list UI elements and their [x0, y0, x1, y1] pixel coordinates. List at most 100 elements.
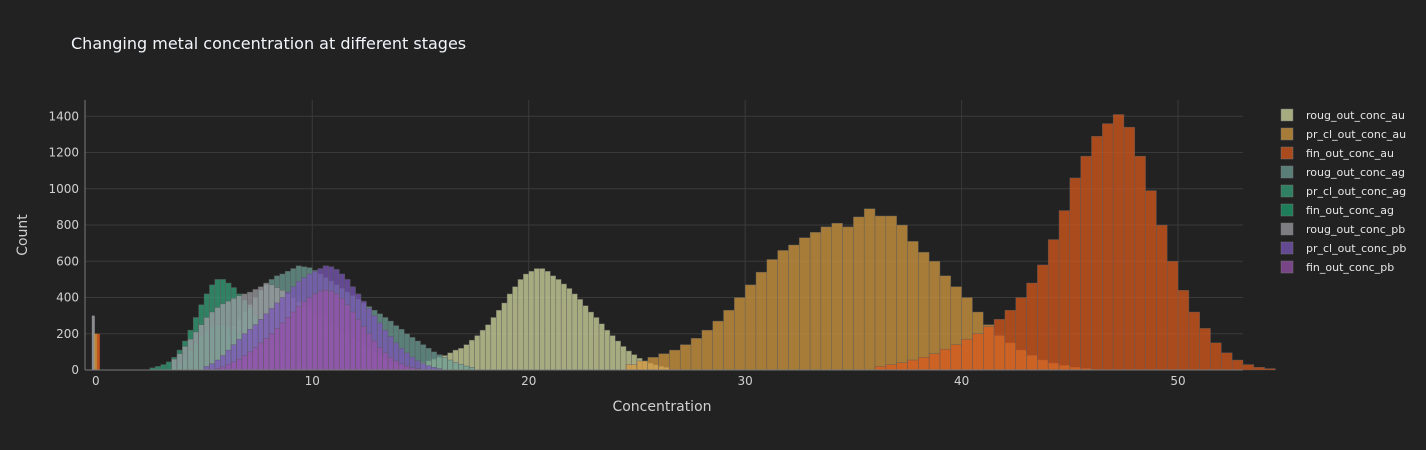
- bar[interactable]: [961, 338, 973, 371]
- bar[interactable]: [907, 241, 919, 371]
- bar[interactable]: [766, 259, 778, 371]
- bar[interactable]: [523, 273, 529, 371]
- bar[interactable]: [274, 328, 281, 371]
- bar[interactable]: [1047, 239, 1060, 371]
- legend-item[interactable]: roug_out_conc_au: [1280, 108, 1405, 122]
- bar[interactable]: [604, 329, 611, 371]
- legend-item[interactable]: fin_out_conc_ag: [1280, 203, 1394, 217]
- bar[interactable]: [496, 309, 502, 371]
- legend-item[interactable]: roug_out_conc_ag: [1280, 165, 1405, 179]
- bar[interactable]: [344, 304, 351, 371]
- legend-swatch[interactable]: [1280, 260, 1294, 274]
- bar[interactable]: [755, 271, 768, 371]
- bar[interactable]: [885, 215, 897, 371]
- bar[interactable]: [577, 299, 584, 371]
- bar[interactable]: [176, 353, 183, 371]
- bar[interactable]: [420, 363, 427, 371]
- bar[interactable]: [94, 333, 98, 370]
- bar[interactable]: [284, 317, 291, 371]
- bar[interactable]: [203, 366, 210, 371]
- bar[interactable]: [436, 354, 443, 371]
- bar[interactable]: [1242, 364, 1255, 371]
- bar[interactable]: [647, 357, 659, 371]
- bar[interactable]: [230, 361, 237, 371]
- bar[interactable]: [366, 333, 373, 371]
- bar[interactable]: [247, 351, 253, 371]
- bar[interactable]: [360, 326, 367, 371]
- bar[interactable]: [225, 364, 232, 371]
- bar[interactable]: [339, 298, 345, 371]
- bar[interactable]: [328, 290, 335, 371]
- legend-label[interactable]: fin_out_conc_pb: [1306, 261, 1394, 274]
- bar[interactable]: [734, 297, 746, 371]
- bar[interactable]: [1080, 155, 1092, 371]
- bar[interactable]: [972, 333, 984, 371]
- bar[interactable]: [1253, 367, 1265, 371]
- bar[interactable]: [788, 244, 800, 371]
- legend-label[interactable]: pr_cl_out_conc_pb: [1306, 242, 1406, 255]
- bar[interactable]: [701, 329, 713, 371]
- bar[interactable]: [885, 364, 897, 371]
- bar[interactable]: [669, 349, 681, 371]
- legend-swatch[interactable]: [1280, 108, 1294, 122]
- bar[interactable]: [371, 340, 378, 371]
- bar[interactable]: [1231, 359, 1244, 371]
- bar[interactable]: [312, 293, 318, 371]
- bar[interactable]: [571, 293, 578, 371]
- bar[interactable]: [566, 288, 573, 371]
- bar[interactable]: [252, 347, 259, 371]
- bar[interactable]: [160, 364, 167, 371]
- bar[interactable]: [598, 323, 605, 371]
- bar[interactable]: [853, 216, 865, 371]
- bar[interactable]: [1199, 328, 1211, 371]
- bar[interactable]: [333, 293, 340, 371]
- bar[interactable]: [918, 357, 930, 371]
- bar[interactable]: [279, 322, 286, 371]
- bar[interactable]: [528, 270, 535, 371]
- bar[interactable]: [1058, 210, 1071, 371]
- bar[interactable]: [96, 333, 100, 370]
- bar[interactable]: [993, 319, 1006, 371]
- legend-label[interactable]: roug_out_conc_au: [1306, 109, 1405, 122]
- bar[interactable]: [896, 362, 908, 371]
- bar[interactable]: [306, 297, 313, 371]
- bar[interactable]: [501, 302, 508, 371]
- bar[interactable]: [1004, 309, 1016, 371]
- bar[interactable]: [393, 360, 400, 371]
- bar[interactable]: [404, 365, 410, 371]
- legend-swatch[interactable]: [1280, 184, 1294, 198]
- bar[interactable]: [382, 352, 389, 371]
- bar[interactable]: [155, 366, 162, 371]
- bar[interactable]: [544, 270, 551, 371]
- legend-label[interactable]: fin_out_conc_ag: [1306, 204, 1394, 217]
- bar[interactable]: [609, 335, 616, 371]
- bar[interactable]: [182, 346, 189, 371]
- bar[interactable]: [863, 208, 876, 371]
- bar[interactable]: [387, 357, 394, 371]
- bar[interactable]: [468, 339, 475, 371]
- legend-swatch[interactable]: [1280, 146, 1294, 160]
- bar[interactable]: [918, 251, 930, 371]
- bar[interactable]: [463, 365, 470, 371]
- legend-label[interactable]: pr_cl_out_conc_ag: [1306, 185, 1406, 198]
- bar[interactable]: [1221, 352, 1233, 371]
- bar[interactable]: [690, 338, 703, 371]
- bar[interactable]: [809, 232, 822, 371]
- bar[interactable]: [447, 359, 454, 371]
- bar[interactable]: [539, 268, 546, 371]
- bar[interactable]: [171, 358, 178, 371]
- bar[interactable]: [874, 215, 887, 371]
- legend-label[interactable]: roug_out_conc_pb: [1306, 223, 1405, 236]
- bar[interactable]: [1177, 290, 1190, 371]
- legend-swatch[interactable]: [1280, 241, 1294, 255]
- legend-label[interactable]: pr_cl_out_conc_au: [1306, 128, 1406, 141]
- bar[interactable]: [1026, 282, 1038, 371]
- bar[interactable]: [485, 324, 492, 371]
- legend-item[interactable]: fin_out_conc_au: [1280, 146, 1394, 160]
- bar[interactable]: [301, 300, 308, 371]
- legend-swatch[interactable]: [1280, 165, 1294, 179]
- bar[interactable]: [317, 290, 324, 371]
- bar[interactable]: [268, 333, 275, 371]
- bar[interactable]: [512, 286, 519, 371]
- bar[interactable]: [658, 353, 670, 371]
